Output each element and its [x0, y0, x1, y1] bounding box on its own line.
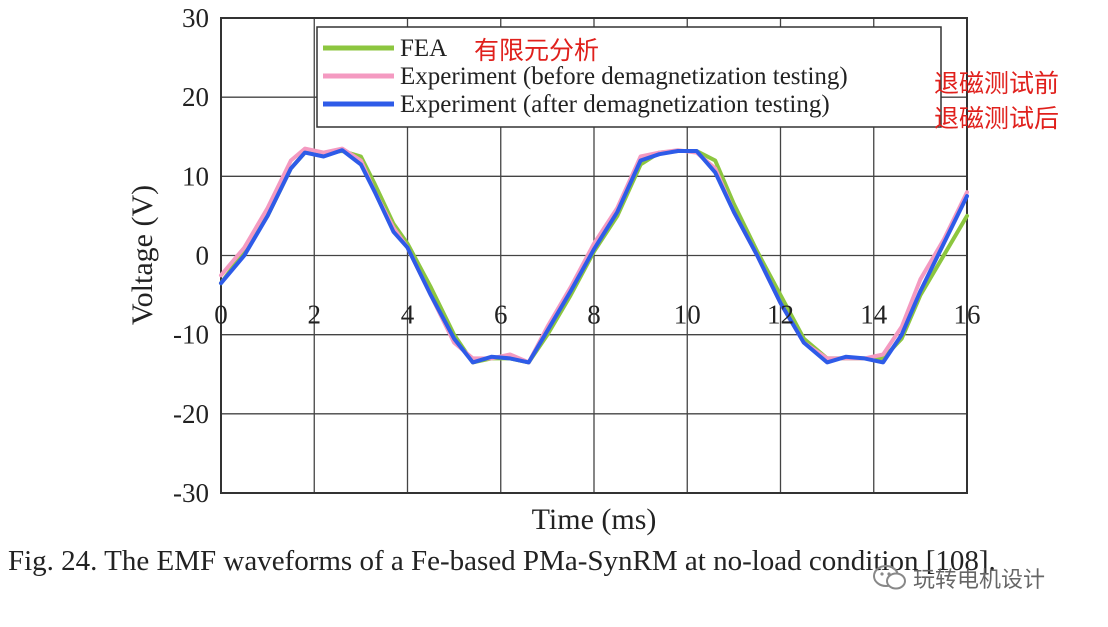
- y-axis-label: Voltage (V): [126, 185, 159, 325]
- legend-label: Experiment (after demagnetization testin…: [400, 91, 830, 118]
- legend-label: Experiment (before demagnetization testi…: [400, 63, 848, 90]
- x-tick-label: 8: [587, 300, 601, 330]
- annotation-after: 退磁测试后: [934, 104, 1059, 133]
- watermark-text: 玩转电机设计: [913, 568, 1046, 593]
- y-tick-label: 10: [182, 161, 209, 191]
- annotation-fea: 有限元分析: [474, 36, 599, 65]
- wechat-icon: [873, 565, 906, 590]
- series-group: [219, 146, 969, 365]
- y-tick-label: 0: [196, 241, 210, 271]
- x-tick-label: 0: [214, 300, 228, 330]
- y-tick-label: 30: [182, 3, 209, 33]
- y-tick-label: -10: [173, 320, 209, 350]
- y-tick-label: -30: [173, 478, 209, 508]
- watermark: 玩转电机设计: [873, 562, 1045, 594]
- x-axis-label: Time (ms): [532, 503, 657, 536]
- x-tick-label: 16: [954, 300, 981, 330]
- y-tick-labels: 30 20 10 0 -10 -20 -30: [173, 3, 209, 508]
- plot-frame: [220, 17, 968, 494]
- y-tick-label: -20: [173, 399, 209, 429]
- x-tick-label: 12: [767, 300, 794, 330]
- legend-label: FEA: [400, 35, 447, 62]
- x-tick-label: 4: [401, 300, 415, 330]
- x-tick-label: 10: [674, 300, 701, 330]
- annotation-before: 退磁测试前: [934, 69, 1059, 98]
- x-tick-label: 2: [308, 300, 322, 330]
- figure-caption: Fig. 24. The EMF waveforms of a Fe-based…: [8, 545, 996, 577]
- x-tick-label: 14: [860, 300, 888, 330]
- y-tick-label: 20: [182, 82, 209, 112]
- series-line: [219, 148, 969, 365]
- x-tick-labels: 0 2 4 6 8 10 12 14 16: [214, 300, 980, 330]
- x-tick-label: 6: [494, 300, 508, 330]
- legend-box: [316, 26, 942, 128]
